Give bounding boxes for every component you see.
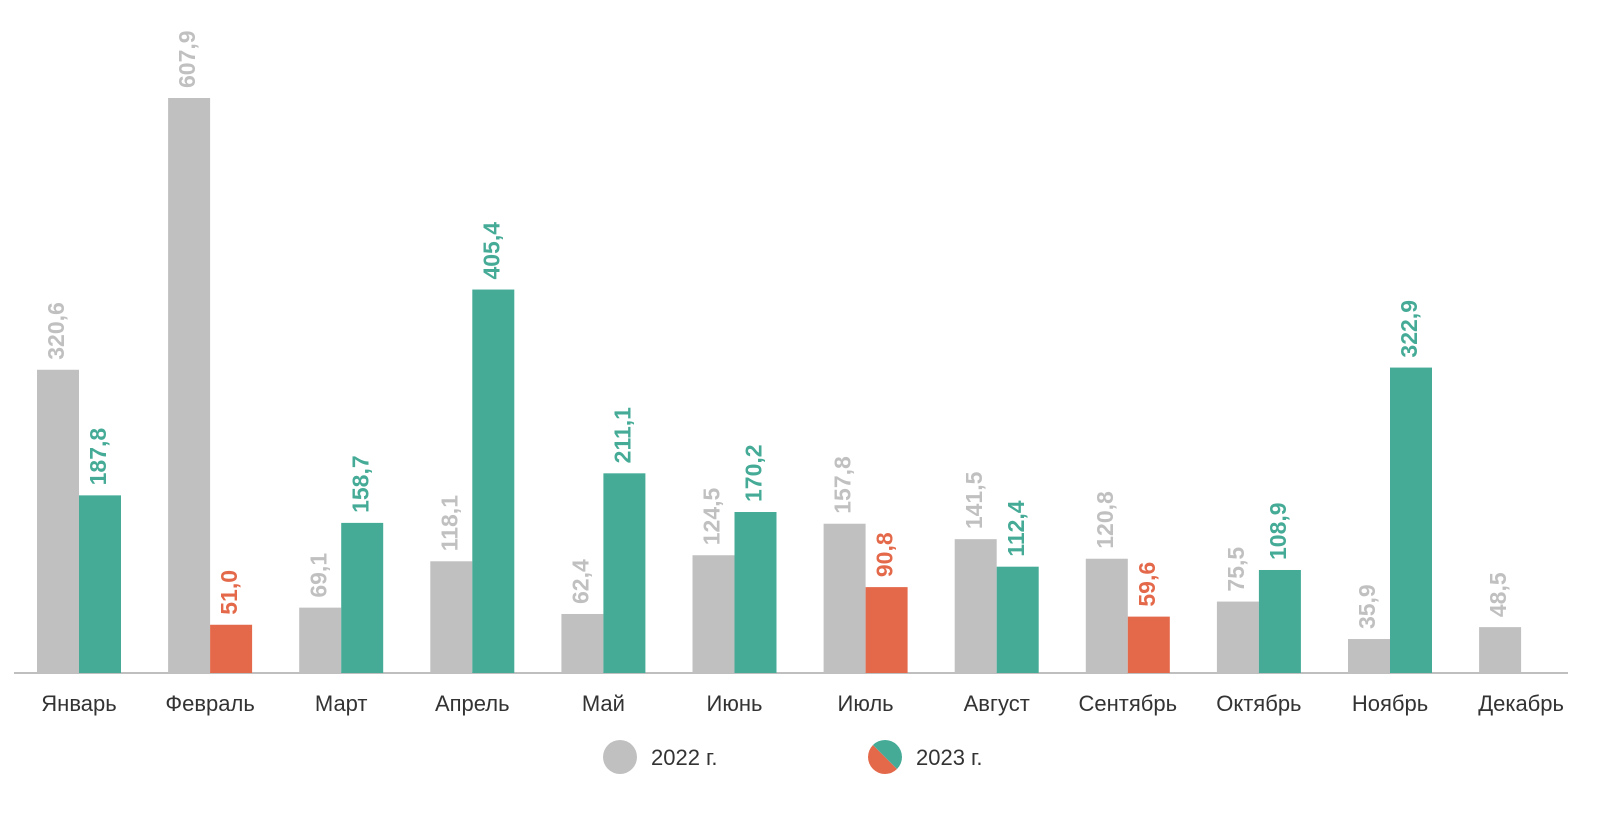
- bar: [168, 98, 211, 673]
- x-tick-label: Декабрь: [1478, 691, 1564, 716]
- data-label: 75,5: [1223, 547, 1249, 592]
- bar: [79, 495, 121, 673]
- legend-swatch: [868, 744, 898, 774]
- data-label: 157,8: [830, 456, 856, 514]
- bar: [472, 289, 515, 673]
- bar: [341, 522, 384, 673]
- bar: [1390, 367, 1432, 673]
- bar: [561, 613, 604, 673]
- data-label: 158,7: [347, 455, 373, 513]
- data-label: 108,9: [1265, 502, 1291, 560]
- legend-label: 2023 г.: [916, 745, 983, 770]
- bar: [1258, 569, 1301, 673]
- data-label: 120,8: [1092, 491, 1118, 549]
- bar: [37, 369, 79, 673]
- bar: [996, 566, 1039, 673]
- x-tick-label: Июль: [838, 691, 894, 716]
- data-label: 112,4: [1003, 500, 1029, 556]
- bar: [603, 473, 646, 673]
- bar: [954, 539, 997, 673]
- data-label: 211,1: [609, 407, 635, 463]
- legend-label: 2022 г.: [651, 745, 718, 770]
- data-label: 69,1: [305, 553, 331, 598]
- bar: [430, 561, 473, 673]
- bar: [692, 555, 735, 673]
- bar: [734, 512, 777, 673]
- data-label: 320,6: [43, 302, 69, 360]
- data-label: 35,9: [1354, 584, 1380, 629]
- x-tick-label: Апрель: [435, 691, 510, 716]
- bar: [1348, 639, 1390, 673]
- x-tick-label: Июнь: [707, 691, 763, 716]
- x-tick-label: Ноябрь: [1352, 691, 1428, 716]
- bar: [1085, 558, 1128, 673]
- data-label: 118,1: [436, 495, 462, 551]
- bar: [299, 607, 342, 673]
- data-label: 62,4: [567, 559, 593, 604]
- x-tick-label: Сентябрь: [1079, 691, 1178, 716]
- x-tick-label: Январь: [41, 691, 116, 716]
- x-tick-label: Май: [582, 691, 625, 716]
- bar: [1216, 601, 1259, 673]
- x-tick-label: Август: [964, 691, 1030, 716]
- data-label: 48,5: [1485, 572, 1511, 617]
- data-label: 90,8: [872, 532, 898, 577]
- bar: [1127, 616, 1170, 673]
- x-tick-label: Март: [315, 691, 368, 716]
- data-label: 170,2: [741, 444, 767, 502]
- data-label: 124,5: [699, 487, 725, 545]
- bar: [823, 523, 866, 673]
- data-label: 607,9: [174, 30, 200, 88]
- bar: [1479, 627, 1522, 673]
- bar: [210, 624, 253, 673]
- data-label: 51,0: [216, 570, 242, 615]
- bar: [865, 587, 908, 673]
- legend-swatch: [872, 740, 902, 770]
- data-label: 405,4: [478, 222, 504, 280]
- legend-swatch: [603, 740, 637, 774]
- x-tick-label: Октябрь: [1216, 691, 1301, 716]
- data-label: 322,9: [1396, 300, 1422, 358]
- x-tick-label: Февраль: [165, 691, 254, 716]
- data-label: 187,8: [85, 428, 111, 486]
- data-label: 59,6: [1134, 562, 1160, 607]
- data-label: 141,5: [961, 471, 987, 529]
